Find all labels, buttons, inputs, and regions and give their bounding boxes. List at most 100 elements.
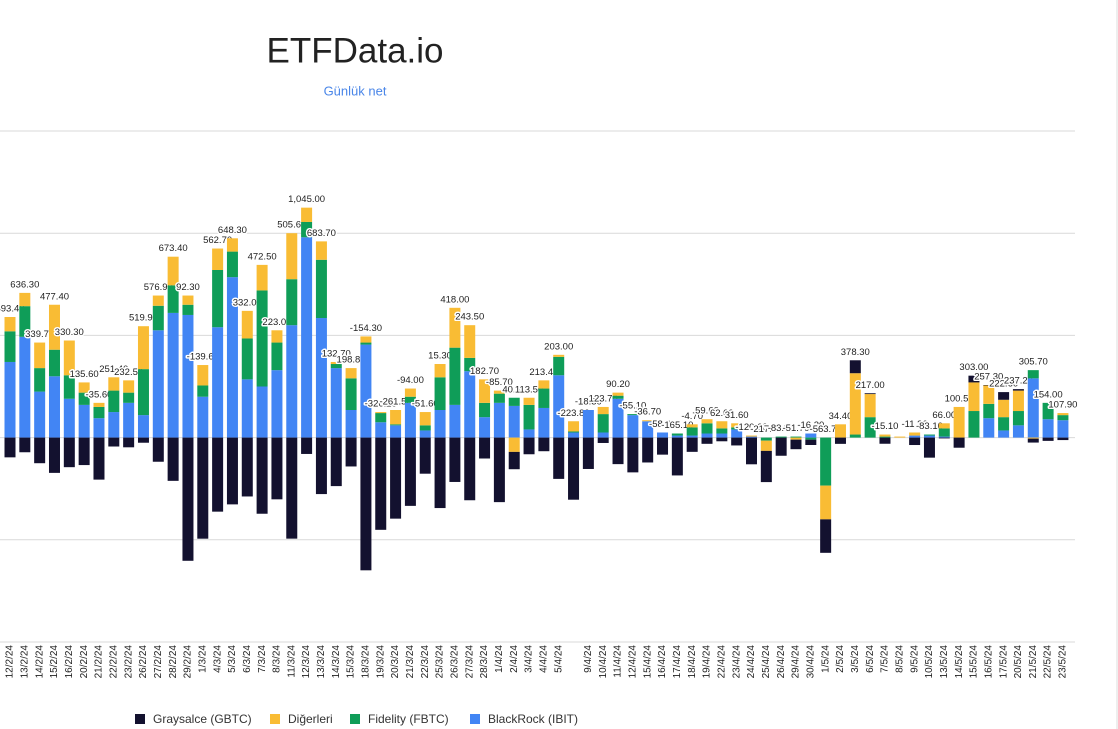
bar-segment <box>78 392 90 405</box>
bar-segment <box>479 379 491 403</box>
x-tick-label: 13/2/24 <box>19 645 30 679</box>
bar-segment <box>923 434 935 436</box>
total-label: 472.50 <box>248 251 277 262</box>
bar-segment <box>137 326 149 370</box>
x-tick-label: 15/3/24 <box>346 645 357 679</box>
bar-segment <box>1027 378 1039 438</box>
bar-segment <box>197 365 209 386</box>
x-tick-label: 22/2/24 <box>108 645 119 679</box>
total-label: -261.50 <box>379 397 411 408</box>
bar-segment <box>479 417 491 438</box>
bar-segment <box>1027 370 1039 379</box>
bar-segment <box>983 403 995 419</box>
total-label: -35.60 <box>86 389 113 400</box>
bar-segment <box>197 437 209 539</box>
bar-segment <box>419 425 431 431</box>
bar-segment <box>938 437 950 439</box>
total-label: 92.30 <box>176 282 200 293</box>
x-tick-label: 1/3/24 <box>197 645 208 673</box>
x-tick-label: 26/4/24 <box>776 645 787 679</box>
bar-segment <box>123 437 135 448</box>
bar-segment <box>241 437 253 497</box>
bar-segment <box>701 419 713 424</box>
legend-swatch <box>350 714 360 724</box>
bar-segment <box>315 318 327 438</box>
bar-segment <box>34 437 46 464</box>
x-tick-label: 21/3/24 <box>405 645 416 679</box>
bar-segment <box>19 437 31 453</box>
x-tick-label: 19/3/24 <box>375 645 386 679</box>
x-tick-label: 26/3/24 <box>450 645 461 679</box>
x-tick-label: 2/4/24 <box>509 645 520 673</box>
bar-segment <box>523 397 535 405</box>
bar-segment <box>63 340 75 376</box>
bar-segment <box>805 439 817 445</box>
total-label: 576.90 <box>144 282 173 293</box>
total-label: -223.80 <box>557 408 589 419</box>
x-tick-label: 10/4/24 <box>598 645 609 679</box>
bar-segment <box>271 370 283 438</box>
total-label: 232.50 <box>114 367 143 378</box>
bar-segment <box>568 421 580 432</box>
total-label: 673.40 <box>159 243 188 254</box>
bar-segment <box>523 429 535 438</box>
x-tick-label: 13/3/24 <box>316 645 327 679</box>
bar-segment <box>226 437 238 505</box>
bar-segment <box>404 402 416 438</box>
bar-segment <box>360 336 372 343</box>
bar-segment <box>123 402 135 438</box>
bar-segment <box>612 398 624 438</box>
x-tick-label: 7/3/24 <box>257 645 268 673</box>
total-label: 339.70 <box>25 329 54 340</box>
legend-label: BlackRock (IBIT) <box>488 712 578 726</box>
bar-segment <box>1057 420 1069 438</box>
bar-segment <box>4 361 16 438</box>
bar-segment <box>716 433 728 438</box>
bar-segment <box>493 402 505 438</box>
bar-segment <box>701 433 713 438</box>
bar-segment <box>48 349 60 377</box>
x-tick-label: 29/4/24 <box>791 645 802 679</box>
x-tick-label: 14/5/24 <box>954 645 965 679</box>
bar-segment <box>241 338 253 380</box>
bar-segment <box>212 327 224 438</box>
bar-segment <box>523 437 535 455</box>
total-label: 132.70 <box>322 348 351 359</box>
bar-segment <box>48 437 60 473</box>
total-label: 15.30 <box>428 351 452 362</box>
bar-segment <box>1012 411 1024 426</box>
x-tick-label: 19/4/24 <box>702 645 713 679</box>
x-tick-label: 18/3/24 <box>361 645 372 679</box>
bar-segment <box>212 437 224 512</box>
bar-segment <box>612 437 624 465</box>
bar-segment <box>241 310 253 339</box>
bar-segment <box>508 397 520 406</box>
bar-segment <box>834 437 846 444</box>
bar-segment <box>523 404 535 430</box>
bar-segment <box>123 380 135 393</box>
bar-segment <box>390 410 402 425</box>
bar-segment <box>434 364 446 378</box>
bar-segment <box>493 393 505 403</box>
total-label: -563.70 <box>810 424 842 435</box>
bar-segment <box>538 407 550 438</box>
bar-segment <box>553 356 565 376</box>
bar-segment <box>820 437 832 486</box>
bar-segment <box>671 437 683 476</box>
bar-segment <box>582 410 594 438</box>
total-label: 198.80 <box>337 355 366 366</box>
bar-segment <box>612 392 624 396</box>
x-tick-label: 21/5/24 <box>1028 645 1039 679</box>
bar-segment <box>152 330 164 438</box>
bar-segment <box>508 405 520 438</box>
bar-segment <box>345 368 357 379</box>
x-tick-label: 23/4/24 <box>731 645 742 679</box>
total-label: 222.60 <box>989 379 1018 390</box>
bar-segment <box>434 377 446 411</box>
total-label: 636.30 <box>10 279 39 290</box>
bar-segment <box>701 437 713 444</box>
total-label: -16.20 <box>797 420 824 431</box>
total-label: 418.00 <box>440 294 469 305</box>
x-tick-label: 25/3/24 <box>435 645 446 679</box>
bar-segment <box>894 436 906 438</box>
